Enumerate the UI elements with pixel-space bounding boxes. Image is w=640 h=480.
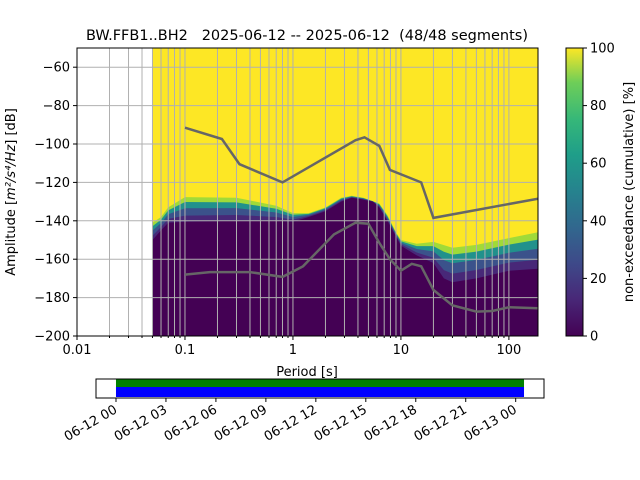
x-axis-label: Period [s] bbox=[276, 365, 338, 380]
chart-title: BW.FFB1..BH2 2025-06-12 -- 2025-06-12 (4… bbox=[86, 28, 528, 44]
noise-model-lines bbox=[184, 126, 538, 313]
y-tick-label: −180 bbox=[34, 291, 70, 306]
colorbar-tick-label: 80 bbox=[590, 99, 607, 114]
y-tick-label: −140 bbox=[34, 214, 70, 229]
grid-lines bbox=[77, 48, 538, 336]
colorbar-tick-label: 40 bbox=[590, 214, 607, 229]
colorbar-tick-label: 100 bbox=[590, 42, 615, 57]
axes-ticks: 0.01 0.1 1 10 100 −60 −80 −100 −120 −140 −160 −180 −… bbox=[34, 61, 521, 358]
colorbar-label: non-exceedance (cumulative) [%] bbox=[622, 82, 637, 302]
timeline-tick-label: 06-12 06 bbox=[162, 402, 220, 444]
timeline-tick-label: 06-12 03 bbox=[112, 402, 170, 444]
colorbar-tick-label: 20 bbox=[590, 272, 607, 287]
x-tick-label: 1 bbox=[289, 343, 297, 358]
timeline-tick-label: 06-12 18 bbox=[362, 402, 420, 444]
y-tick-label: −200 bbox=[34, 330, 70, 345]
y-tick-label: −100 bbox=[34, 138, 70, 153]
y-axis-label: Amplitude [m²/s⁴/Hz] [dB] bbox=[4, 108, 19, 276]
timeline-tick-label: 06-12 12 bbox=[262, 402, 320, 444]
plot-frame bbox=[76, 47, 539, 337]
colorbar-ticks: 0 20 40 60 80 100 bbox=[583, 42, 615, 345]
colorbar-tick-label: 0 bbox=[590, 330, 598, 345]
timeline-frame bbox=[95, 378, 545, 399]
timeline-tick-label: 06-12 00 bbox=[62, 402, 120, 444]
colorbar bbox=[565, 47, 584, 337]
data-coverage-bar bbox=[115, 379, 525, 387]
line-nlnm bbox=[184, 221, 538, 313]
x-tick-label: 100 bbox=[496, 343, 521, 358]
x-tick-label: 10 bbox=[393, 343, 410, 358]
colorbar-tick-label: 60 bbox=[590, 157, 607, 172]
y-tick-label: −80 bbox=[43, 99, 70, 114]
y-tick-label: −60 bbox=[43, 61, 70, 76]
y-tick-label: −160 bbox=[34, 253, 70, 268]
timeline-tick-label: 06-12 09 bbox=[212, 402, 270, 444]
line-nhnm bbox=[184, 126, 538, 220]
timeline-tick-label: 06-13 00 bbox=[462, 402, 520, 444]
timeline-tick-label: 06-12 15 bbox=[312, 402, 370, 444]
x-tick-label: 0.01 bbox=[63, 343, 92, 358]
ppsd-low-region bbox=[152, 197, 538, 336]
segment-coverage-bar bbox=[115, 387, 525, 397]
x-tick-label: 0.1 bbox=[175, 343, 196, 358]
timeline-tick-label: 06-12 21 bbox=[412, 402, 470, 444]
ppsd-plot-area bbox=[152, 48, 538, 336]
y-tick-label: −120 bbox=[34, 176, 70, 191]
